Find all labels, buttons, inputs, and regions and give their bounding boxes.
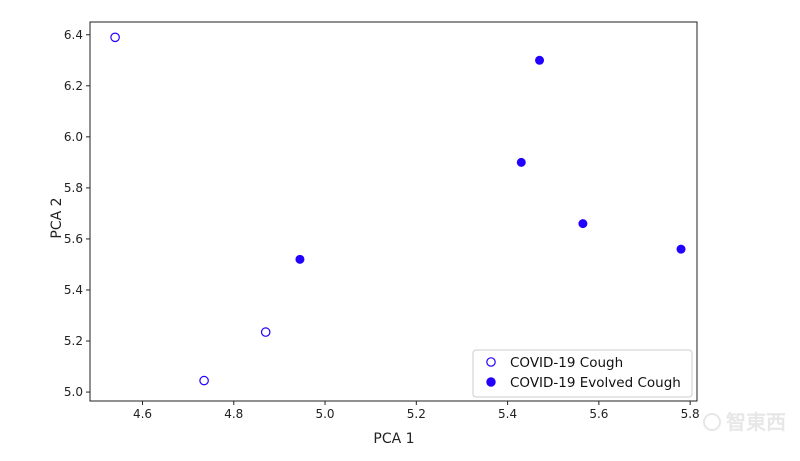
point-covid-19-cough: [199, 375, 209, 386]
point-covid-19-evolved-cough: [516, 157, 526, 167]
y-tick-label: 5.2: [64, 334, 83, 348]
y-axis-label: PCA 2: [49, 197, 65, 238]
x-tick-label: 5.2: [407, 407, 426, 421]
legend: COVID-19 Cough COVID-19 Evolved Cough: [472, 349, 693, 398]
y-tick-label: 6.0: [64, 130, 83, 144]
watermark-emblem-icon: [703, 413, 721, 431]
x-tick-label: 5.4: [498, 407, 517, 421]
x-tick-label: 4.6: [133, 407, 152, 421]
y-tick-label: 6.4: [64, 28, 83, 42]
x-tick-label: 5.6: [589, 407, 608, 421]
x-tick-label: 5.0: [315, 407, 334, 421]
x-tick-label: 5.8: [681, 407, 700, 421]
axis-ticks: 4.6 4.8 5.0 5.2 5.4 5.6 5.8 5.0 5.2 5.4 5.6 5.8 6.0 6…: [64, 28, 700, 421]
point-covid-19-cough: [110, 32, 120, 43]
data-points: [110, 32, 686, 386]
legend-marker-covid-19-evolved-cough: [486, 377, 496, 387]
y-tick-label: 5.8: [64, 181, 83, 195]
point-covid-19-evolved-cough: [535, 55, 545, 65]
watermark-text: 智東西: [726, 410, 786, 434]
point-covid-19-cough: [260, 327, 271, 337]
y-tick-label: 5.4: [64, 283, 83, 297]
y-tick-label: 5.0: [64, 385, 83, 399]
legend-label-covid-19-cough: COVID-19 Cough: [510, 355, 623, 371]
y-tick-label: 5.6: [64, 232, 83, 246]
y-tick-label: 6.2: [64, 79, 83, 93]
point-covid-19-evolved-cough: [676, 244, 686, 254]
legend-box: [472, 349, 693, 398]
point-covid-19-evolved-cough: [578, 219, 588, 229]
watermark-logo: 智東西: [703, 410, 786, 434]
x-axis-label: PCA 1: [373, 431, 414, 447]
plot-area-frame: [89, 21, 698, 402]
legend-label-covid-19-evolved-cough: COVID-19 Evolved Cough: [510, 375, 681, 391]
x-tick-label: 4.8: [224, 407, 243, 421]
point-covid-19-evolved-cough: [295, 254, 305, 264]
legend-marker-covid-19-cough: [486, 357, 496, 367]
